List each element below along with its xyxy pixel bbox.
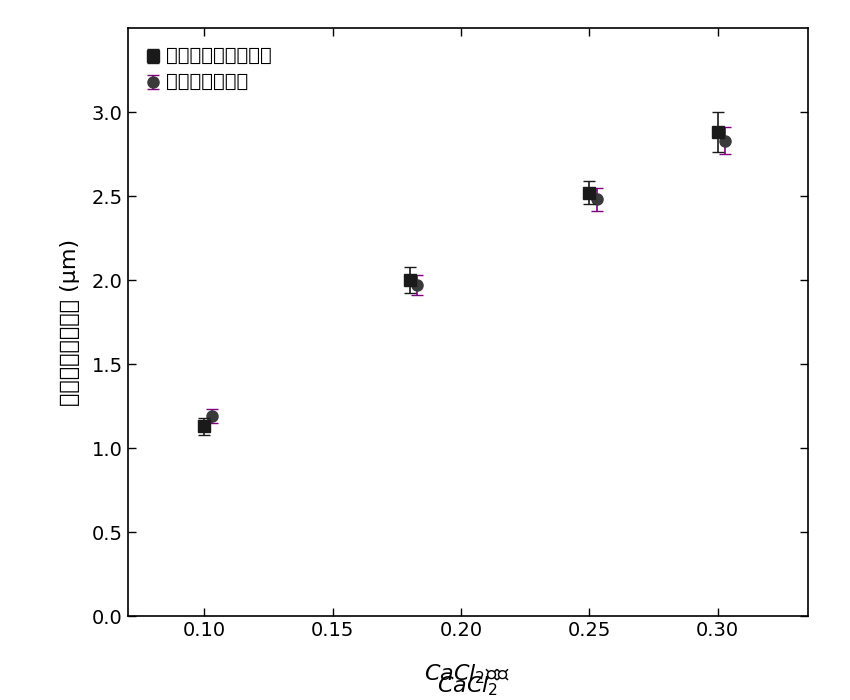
Text: $CaCl_2$: $CaCl_2$ bbox=[428, 675, 507, 699]
Text: $CaCl_2$: $CaCl_2$ bbox=[437, 675, 498, 699]
Legend: 扫描电镜图片测量值, 凝胶质量换算值: 扫描电镜图片测量值, 凝胶质量换算值 bbox=[134, 35, 283, 102]
Text: $CaCl_2$浓度: $CaCl_2$浓度 bbox=[424, 662, 511, 686]
Y-axis label: 氧化石墨烯膜厚度 (μm): 氧化石墨烯膜厚度 (μm) bbox=[60, 239, 81, 405]
